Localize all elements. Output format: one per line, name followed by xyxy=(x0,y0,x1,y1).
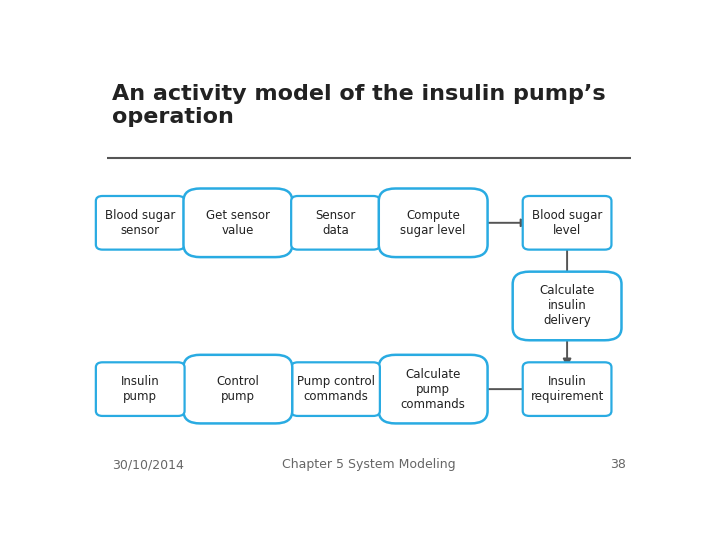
Text: 38: 38 xyxy=(610,458,626,471)
Text: Get sensor
value: Get sensor value xyxy=(206,209,270,237)
Text: Blood sugar
sensor: Blood sugar sensor xyxy=(105,209,176,237)
Text: Insulin
pump: Insulin pump xyxy=(121,375,160,403)
FancyBboxPatch shape xyxy=(96,196,184,249)
Text: Calculate
insulin
delivery: Calculate insulin delivery xyxy=(539,285,595,327)
Text: Sensor
data: Sensor data xyxy=(315,209,356,237)
Text: 30/10/2014: 30/10/2014 xyxy=(112,458,184,471)
Text: An activity model of the insulin pump’s
operation: An activity model of the insulin pump’s … xyxy=(112,84,606,127)
FancyBboxPatch shape xyxy=(184,355,292,423)
FancyBboxPatch shape xyxy=(523,196,611,249)
FancyBboxPatch shape xyxy=(379,188,487,257)
Text: Blood sugar
level: Blood sugar level xyxy=(532,209,602,237)
Text: Chapter 5 System Modeling: Chapter 5 System Modeling xyxy=(282,458,456,471)
FancyBboxPatch shape xyxy=(184,188,292,257)
Text: Insulin
requirement: Insulin requirement xyxy=(531,375,604,403)
FancyBboxPatch shape xyxy=(96,362,184,416)
Text: Calculate
pump
commands: Calculate pump commands xyxy=(401,368,466,410)
Text: Compute
sugar level: Compute sugar level xyxy=(400,209,466,237)
FancyBboxPatch shape xyxy=(291,362,380,416)
Text: Pump control
commands: Pump control commands xyxy=(297,375,374,403)
FancyBboxPatch shape xyxy=(291,196,380,249)
Text: Control
pump: Control pump xyxy=(217,375,259,403)
FancyBboxPatch shape xyxy=(523,362,611,416)
FancyBboxPatch shape xyxy=(379,355,487,423)
FancyBboxPatch shape xyxy=(513,272,621,340)
